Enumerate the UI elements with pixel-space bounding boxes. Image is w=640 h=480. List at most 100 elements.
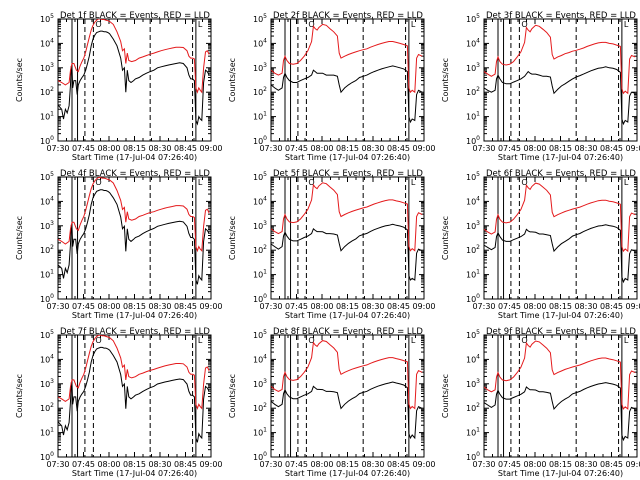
- y-tick-label: 104: [40, 37, 54, 48]
- series-line-events: [271, 223, 423, 281]
- series-line-events: [484, 66, 636, 126]
- y-tick-label: 101: [40, 427, 54, 438]
- x-tick-label: 09:00: [199, 460, 222, 469]
- x-tick-label: 08:00: [97, 144, 120, 153]
- y-tick-label: 102: [466, 402, 480, 413]
- series-group: [271, 182, 423, 281]
- y-tick-label: 105: [40, 171, 54, 182]
- x-tick-label: 08:30: [574, 144, 597, 153]
- x-tick-label: 07:45: [498, 460, 521, 469]
- y-tick-label: 104: [253, 195, 267, 206]
- x-tick-label: 07:45: [498, 302, 521, 311]
- panel-title: Det 4f BLACK = Events, RED = LLD: [60, 169, 210, 179]
- x-tick-label: 08:45: [174, 302, 197, 311]
- x-tick-label: 09:00: [199, 302, 222, 311]
- y-tick-label: 103: [253, 62, 267, 73]
- x-tick-label: 08:30: [574, 460, 597, 469]
- y-tick-label: 101: [40, 269, 54, 280]
- x-axis-label: Start Time (17-Jul-04 07:26:40): [72, 469, 197, 478]
- panel-title: Det 6f BLACK = Events, RED = LLD: [486, 169, 636, 179]
- x-tick-label: 08:00: [310, 144, 333, 153]
- plot-frame: [483, 334, 638, 458]
- x-tick-label: 07:30: [259, 302, 282, 311]
- x-tick-label: 08:15: [549, 302, 572, 311]
- series-line-lld: [58, 19, 210, 94]
- y-tick-label: 105: [466, 13, 480, 24]
- x-tick-label: 08:45: [174, 144, 197, 153]
- series-line-events: [484, 382, 636, 442]
- x-tick-label: 07:45: [498, 144, 521, 153]
- interval-marker-label: L: [198, 20, 203, 29]
- y-tick-label: 101: [253, 269, 267, 280]
- x-tick-label: 08:00: [523, 144, 546, 153]
- y-tick-label: 100: [253, 451, 267, 462]
- series-group: [271, 340, 423, 440]
- y-axis-label: Counts/sec: [15, 58, 24, 102]
- x-tick-label: 07:30: [259, 144, 282, 153]
- interval-marker-label: O: [308, 336, 314, 345]
- interval-marker-label: L: [624, 336, 629, 345]
- y-tick-label: 103: [40, 62, 54, 73]
- x-tick-label: 08:45: [387, 460, 410, 469]
- plot-frame: [483, 176, 638, 300]
- y-tick-label: 100: [466, 135, 480, 146]
- x-tick-label: 08:30: [361, 144, 384, 153]
- x-axis-label: Start Time (17-Jul-04 07:26:40): [72, 153, 197, 162]
- series-group: [484, 182, 636, 284]
- y-tick-label: 103: [40, 378, 54, 389]
- series-group: [484, 340, 636, 442]
- x-tick-label: 07:30: [472, 302, 495, 311]
- y-tick-label: 102: [40, 402, 54, 413]
- y-tick-label: 104: [253, 37, 267, 48]
- y-tick-label: 101: [253, 111, 267, 122]
- series-line-lld: [271, 340, 423, 410]
- x-tick-label: 07:30: [46, 460, 69, 469]
- x-tick-label: 08:45: [600, 302, 623, 311]
- x-axis-label: Start Time (17-Jul-04 07:26:40): [285, 469, 410, 478]
- interval-marker-label: L: [411, 178, 416, 187]
- x-axis-label: Start Time (17-Jul-04 07:26:40): [498, 311, 623, 320]
- interval-marker-label: O: [95, 336, 101, 345]
- panel-title: Det 8f BLACK = Events, RED = LLD: [273, 327, 423, 337]
- x-tick-label: 07:30: [46, 144, 69, 153]
- series-line-lld: [484, 340, 636, 410]
- x-tick-label: 08:45: [174, 460, 197, 469]
- y-tick-label: 102: [466, 244, 480, 255]
- series-group: [484, 24, 636, 126]
- series-line-lld: [58, 177, 210, 253]
- y-axis-label: Counts/sec: [441, 58, 450, 102]
- series-line-lld: [58, 335, 210, 410]
- panel-title: Det 7f BLACK = Events, RED = LLD: [60, 327, 210, 337]
- y-tick-label: 105: [253, 171, 267, 182]
- interval-marker-label: O: [95, 20, 101, 29]
- y-axis-label: Counts/sec: [228, 58, 237, 102]
- series-line-lld: [484, 24, 636, 95]
- x-tick-label: 08:30: [361, 460, 384, 469]
- x-tick-label: 08:15: [549, 460, 572, 469]
- y-tick-label: 105: [253, 329, 267, 340]
- y-tick-label: 104: [40, 195, 54, 206]
- y-tick-label: 104: [40, 353, 54, 364]
- y-axis-label: Counts/sec: [441, 216, 450, 260]
- x-tick-label: 08:45: [387, 144, 410, 153]
- interval-marker-label: L: [411, 20, 416, 29]
- y-axis-label: Counts/sec: [441, 374, 450, 418]
- y-tick-label: 104: [253, 353, 267, 364]
- x-tick-label: 07:45: [285, 144, 308, 153]
- y-tick-label: 100: [40, 135, 54, 146]
- y-tick-label: 103: [253, 220, 267, 231]
- interval-marker-label: O: [308, 178, 314, 187]
- y-tick-label: 103: [40, 220, 54, 231]
- y-tick-label: 101: [466, 269, 480, 280]
- plot-frame: [270, 334, 425, 458]
- x-tick-label: 09:00: [625, 460, 640, 469]
- series-line-lld: [271, 23, 423, 94]
- x-tick-label: 08:30: [148, 302, 171, 311]
- y-tick-label: 100: [253, 293, 267, 304]
- x-tick-label: 07:45: [72, 302, 95, 311]
- panel-title: Det 3f BLACK = Events, RED = LLD: [486, 11, 636, 21]
